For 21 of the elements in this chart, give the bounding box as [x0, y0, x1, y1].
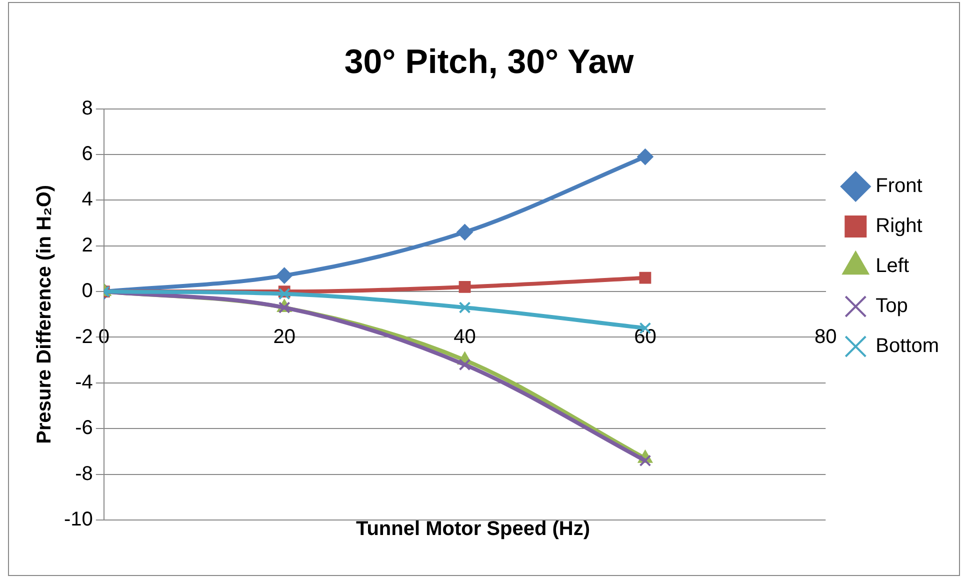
chart-title: 30° Pitch, 30° Yaw: [344, 42, 634, 81]
y-tick-label: 4: [82, 188, 93, 211]
legend-label: Right: [876, 215, 923, 238]
legend-label: Front: [876, 175, 923, 198]
x-axis-title: Tunnel Motor Speed (Hz): [354, 518, 592, 541]
y-tick-label: -4: [75, 371, 93, 394]
y-tick-label: 6: [82, 143, 93, 166]
y-axis-title: Presure Difference (in H₂O): [34, 184, 56, 444]
y-tick-label: -10: [64, 508, 93, 531]
legend-label: Top: [876, 295, 908, 318]
y-tick-label: -6: [75, 417, 93, 440]
y-tick-label: 2: [82, 234, 93, 256]
x-tick-label: 40: [454, 326, 476, 348]
x-tick-label: 80: [814, 326, 837, 348]
y-tick-label: -2: [75, 326, 93, 348]
x-tick-label: 20: [273, 326, 296, 348]
legend-label: Left: [876, 255, 910, 278]
y-tick-label: 8: [82, 97, 93, 120]
legend-label: Bottom: [876, 335, 939, 358]
y-tick-label: 0: [82, 280, 93, 302]
y-tick-label: -8: [75, 462, 93, 485]
